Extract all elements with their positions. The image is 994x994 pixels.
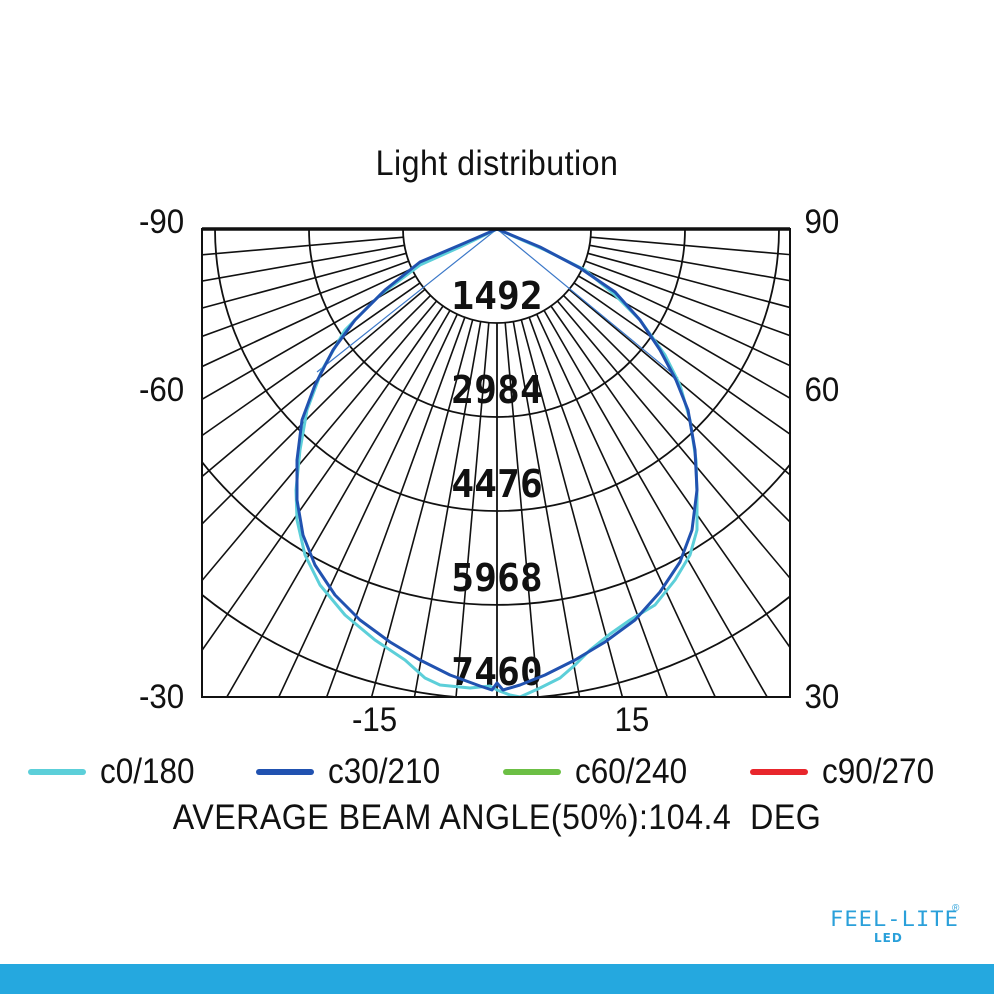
legend: c0/180 c30/210 c60/240 c90/270 [0,752,994,792]
axis-label-left-top: -90 [138,203,185,241]
axis-label-right-top: 90 [804,203,840,241]
legend-item-c30: c30/210 [256,752,453,792]
legend-label-c30: c30/210 [328,752,441,791]
svg-text:2984: 2984 [451,368,543,412]
axis-label-bottom-right: 15 [614,701,650,739]
legend-swatch-c0 [28,769,86,775]
chart-title: Light distribution [375,144,619,183]
axis-label-bottom-left: -15 [351,701,398,739]
legend-label-c60: c60/240 [575,752,688,791]
legend-item-c60: c60/240 [503,752,700,792]
axis-label-right-bottom: 30 [804,678,840,716]
axis-label-left-bottom: -30 [138,678,185,716]
axis-label-right-mid: 60 [804,371,840,409]
polar-grid [202,229,790,697]
svg-text:5968: 5968 [451,556,543,600]
legend-swatch-c90 [750,769,808,775]
legend-label-c0: c0/180 [100,752,195,791]
feel-lite-logo: FEEL-LITE ® LED [830,903,960,951]
registered-mark-icon: ® [952,903,960,914]
footer-band [0,964,994,994]
logo-wordmark: FEEL-LITE [830,907,959,931]
logo-subtitle: LED [874,931,903,945]
legend-item-c90: c90/270 [750,752,947,792]
svg-text:4476: 4476 [451,462,543,506]
axis-label-left-mid: -60 [138,371,185,409]
average-beam-angle-text: AVERAGE BEAM ANGLE(50%):104.4 DEG [172,798,822,837]
legend-swatch-c30 [256,769,314,775]
legend-label-c90: c90/270 [822,752,935,791]
legend-swatch-c60 [503,769,561,775]
svg-text:1492: 1492 [451,274,543,318]
legend-item-c0: c0/180 [28,752,205,792]
